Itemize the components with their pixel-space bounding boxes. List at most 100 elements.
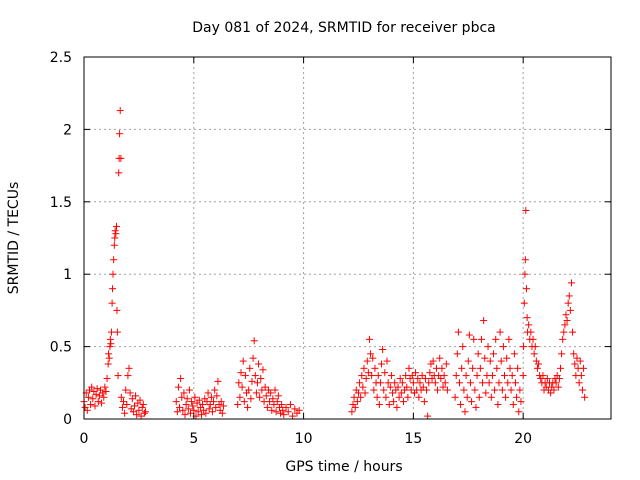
data-point — [255, 360, 263, 368]
data-point — [359, 383, 367, 391]
data-point — [107, 328, 115, 336]
data-point — [567, 279, 575, 287]
data-point — [460, 386, 468, 394]
data-point — [88, 383, 96, 391]
data-point — [239, 357, 247, 365]
data-point — [253, 379, 261, 387]
data-point — [402, 372, 410, 380]
data-point — [370, 386, 378, 394]
data-point — [486, 357, 494, 365]
data-point — [291, 405, 299, 413]
data-point — [566, 306, 574, 314]
data-point — [139, 401, 147, 409]
data-point — [189, 402, 197, 410]
data-point — [543, 374, 551, 382]
data-point — [117, 154, 125, 162]
data-point — [188, 398, 196, 406]
data-point — [272, 408, 280, 416]
data-point — [476, 364, 484, 372]
data-point — [138, 403, 146, 411]
data-point — [554, 383, 562, 391]
data-point — [455, 379, 463, 387]
data-point — [180, 389, 188, 397]
data-point — [562, 311, 570, 319]
data-point — [409, 379, 417, 387]
data-point — [354, 389, 362, 397]
data-point — [108, 299, 116, 307]
data-point — [527, 328, 535, 336]
data-point — [497, 357, 505, 365]
data-point — [363, 357, 371, 365]
data-point — [280, 411, 288, 419]
data-point — [511, 379, 519, 387]
data-point — [358, 372, 366, 380]
data-point — [102, 387, 110, 395]
data-point — [202, 409, 210, 417]
data-point — [493, 364, 501, 372]
data-point — [176, 403, 184, 411]
data-point — [385, 401, 393, 409]
data-point — [376, 379, 384, 387]
data-point — [513, 393, 521, 401]
data-point — [576, 357, 584, 365]
data-point — [424, 412, 432, 420]
data-point — [505, 335, 513, 343]
data-point — [577, 372, 585, 380]
y-tick-label: 1.5 — [50, 195, 72, 211]
data-point — [247, 395, 255, 403]
data-point — [364, 369, 372, 377]
data-point — [492, 335, 500, 343]
data-point — [179, 406, 187, 414]
data-point — [353, 398, 361, 406]
data-point — [465, 331, 473, 339]
data-point — [117, 393, 125, 401]
data-point — [110, 241, 118, 249]
data-point — [439, 383, 447, 391]
data-point — [496, 328, 504, 336]
data-point — [559, 335, 567, 343]
data-point — [471, 386, 479, 394]
data-point — [475, 393, 483, 401]
data-point — [441, 379, 449, 387]
data-point — [357, 393, 365, 401]
data-point — [104, 360, 112, 368]
data-point — [491, 386, 499, 394]
grid-lines — [84, 57, 611, 419]
data-point — [561, 321, 569, 329]
y-axis-label: SRMTID / TECUs — [6, 182, 22, 295]
data-point — [92, 390, 100, 398]
data-point — [172, 398, 180, 406]
data-point — [122, 386, 130, 394]
data-point — [573, 354, 581, 362]
data-point — [105, 350, 113, 358]
data-point — [190, 406, 198, 414]
data-point — [482, 389, 490, 397]
data-point — [509, 401, 517, 409]
data-point — [414, 374, 422, 382]
data-point — [110, 256, 118, 264]
y-tick-label: 1 — [63, 267, 72, 283]
data-point — [211, 386, 219, 394]
data-point — [369, 354, 377, 362]
data-point — [114, 372, 122, 380]
data-point — [373, 393, 381, 401]
data-point — [289, 412, 297, 420]
data-point — [112, 222, 120, 230]
data-point — [412, 369, 420, 377]
data-point — [236, 393, 244, 401]
data-point — [451, 393, 459, 401]
data-point — [506, 364, 514, 372]
data-point — [278, 401, 286, 409]
data-point — [109, 285, 117, 293]
data-point — [238, 383, 246, 391]
data-point — [466, 379, 474, 387]
data-point — [173, 408, 181, 416]
data-point — [408, 372, 416, 380]
data-point — [279, 406, 287, 414]
data-point — [569, 328, 577, 336]
data-point — [570, 350, 578, 358]
data-point — [481, 354, 489, 362]
data-point — [268, 406, 276, 414]
data-point — [479, 379, 487, 387]
data-point — [443, 386, 451, 394]
